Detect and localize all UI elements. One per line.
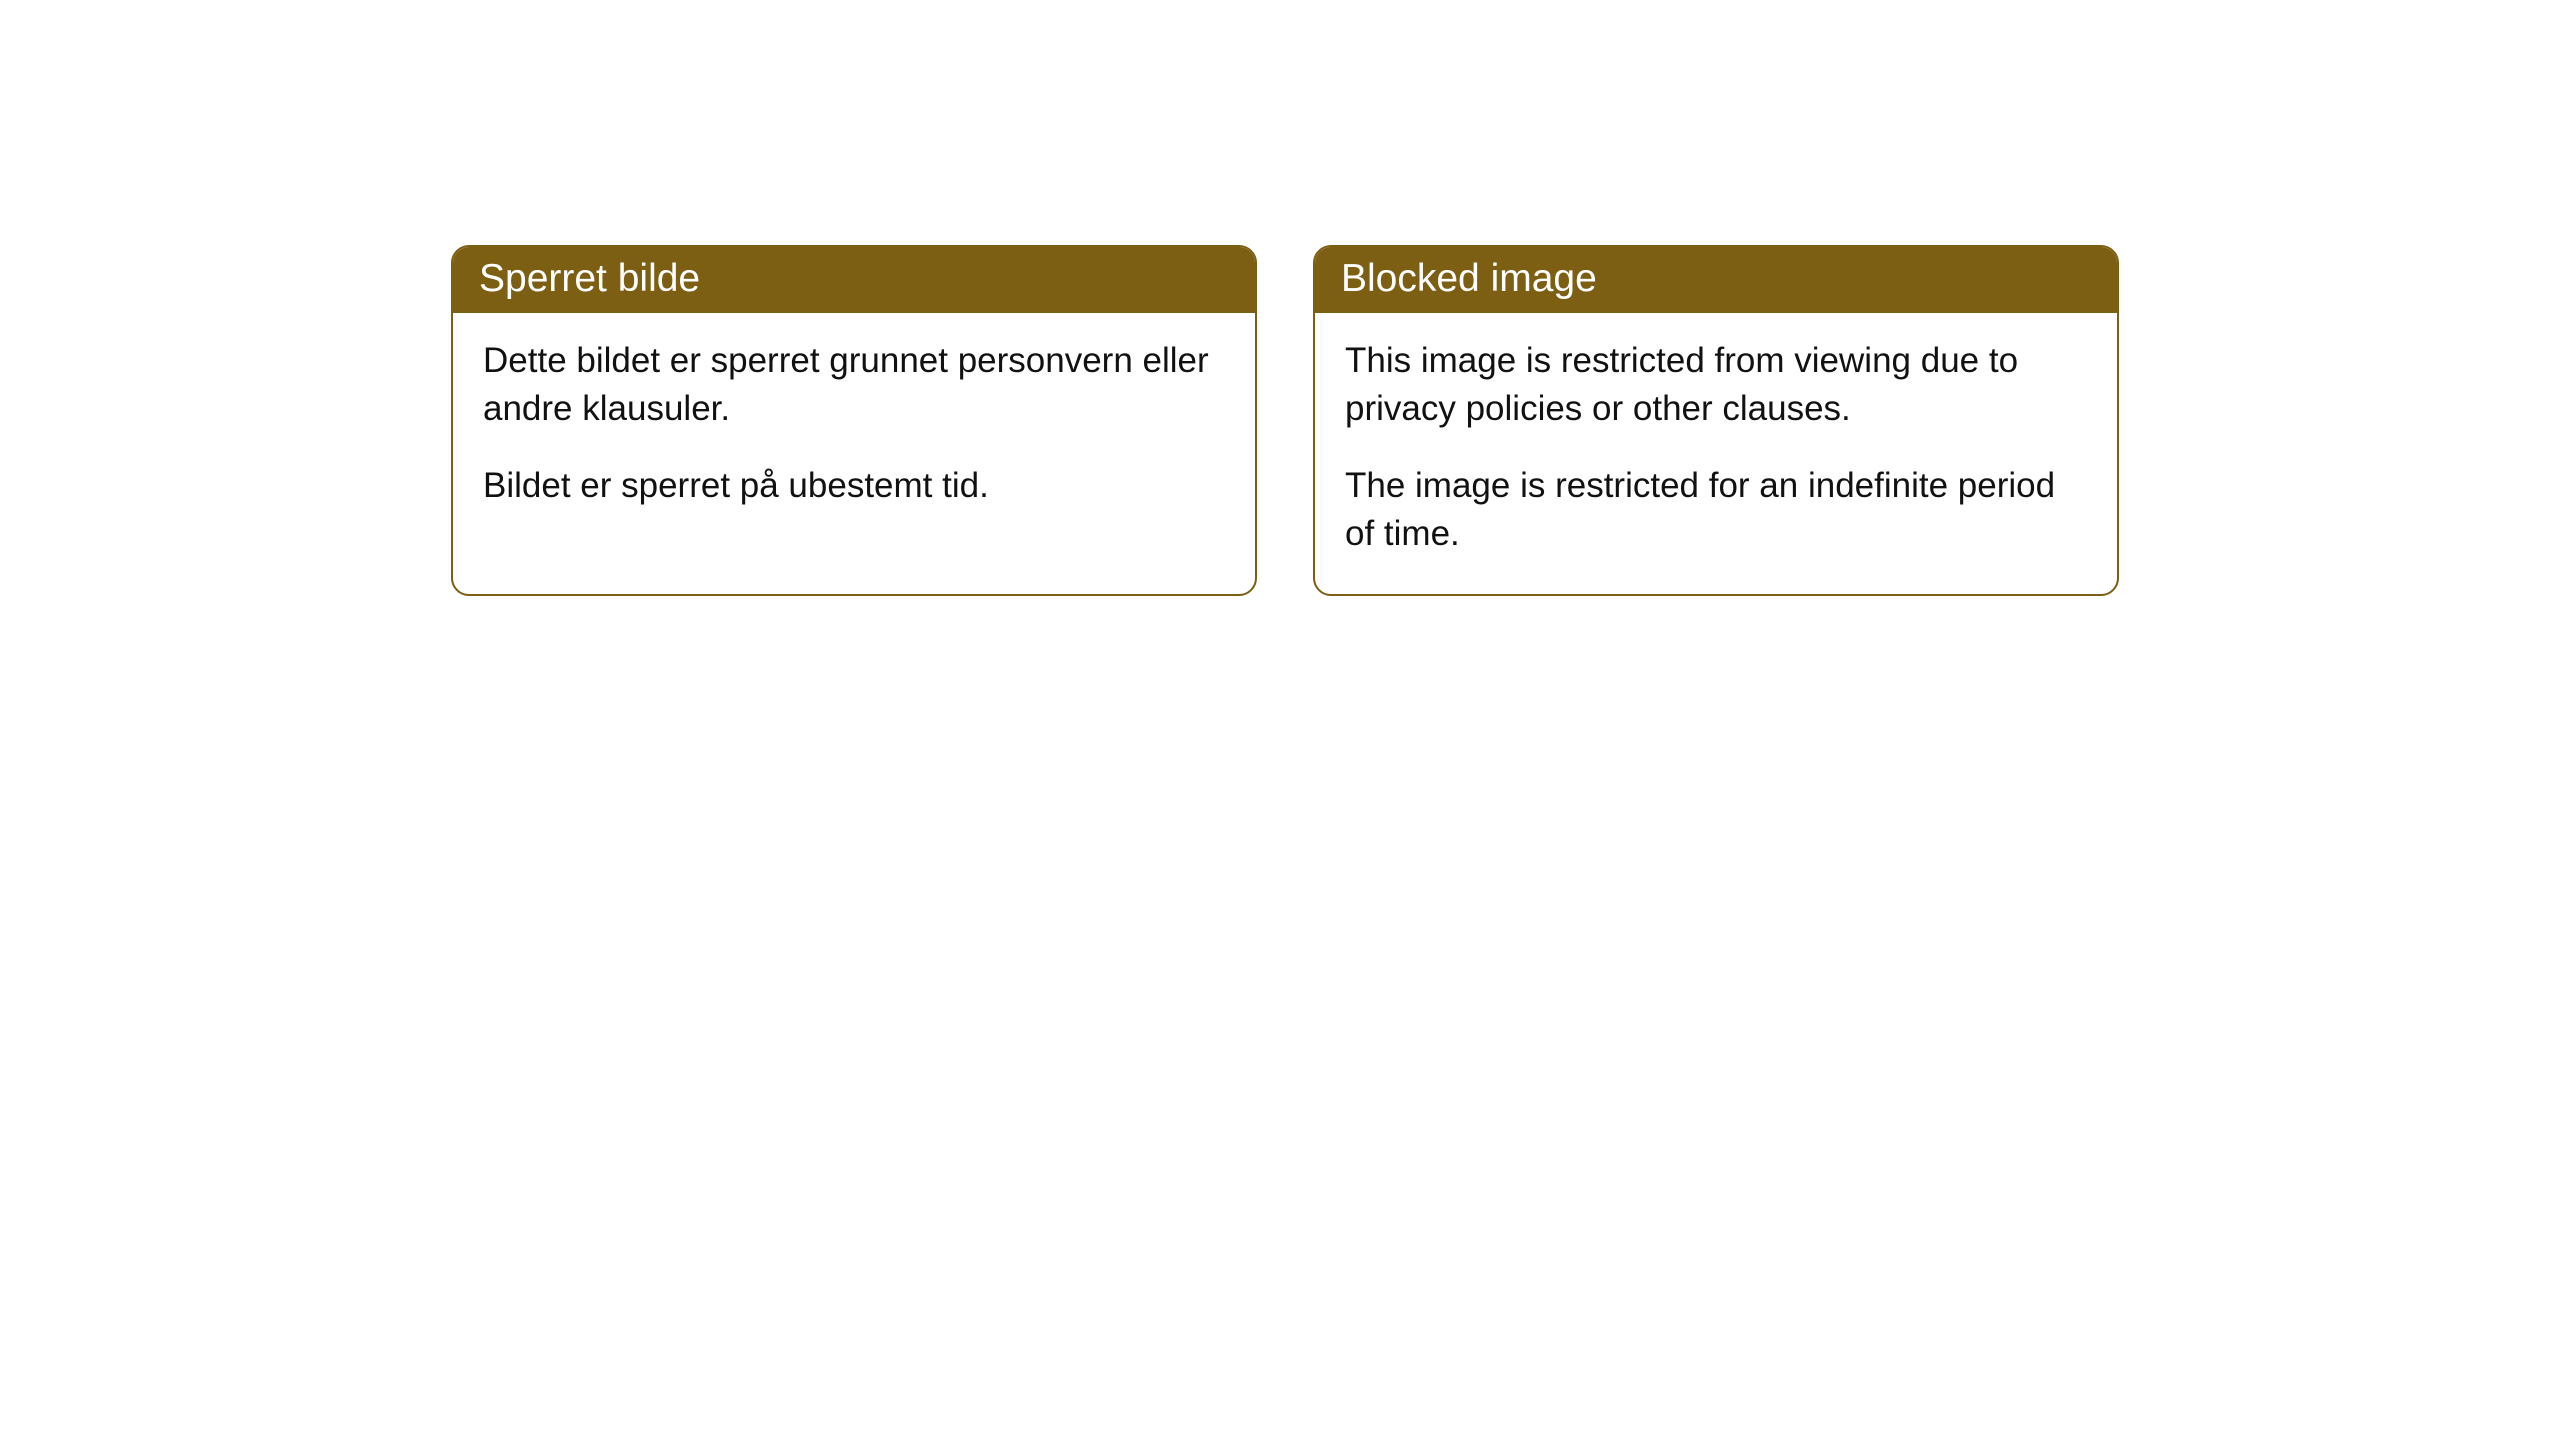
cards-container: Sperret bilde Dette bildet er sperret gr…	[451, 245, 2119, 596]
card-english: Blocked image This image is restricted f…	[1313, 245, 2119, 596]
card-paragraph: This image is restricted from viewing du…	[1345, 337, 2087, 434]
card-norwegian: Sperret bilde Dette bildet er sperret gr…	[451, 245, 1257, 596]
card-header-english: Blocked image	[1315, 247, 2117, 313]
card-body-norwegian: Dette bildet er sperret grunnet personve…	[453, 313, 1255, 546]
card-paragraph: Dette bildet er sperret grunnet personve…	[483, 337, 1225, 434]
card-paragraph: The image is restricted for an indefinit…	[1345, 462, 2087, 559]
card-paragraph: Bildet er sperret på ubestemt tid.	[483, 462, 1225, 510]
card-body-english: This image is restricted from viewing du…	[1315, 313, 2117, 594]
card-header-norwegian: Sperret bilde	[453, 247, 1255, 313]
